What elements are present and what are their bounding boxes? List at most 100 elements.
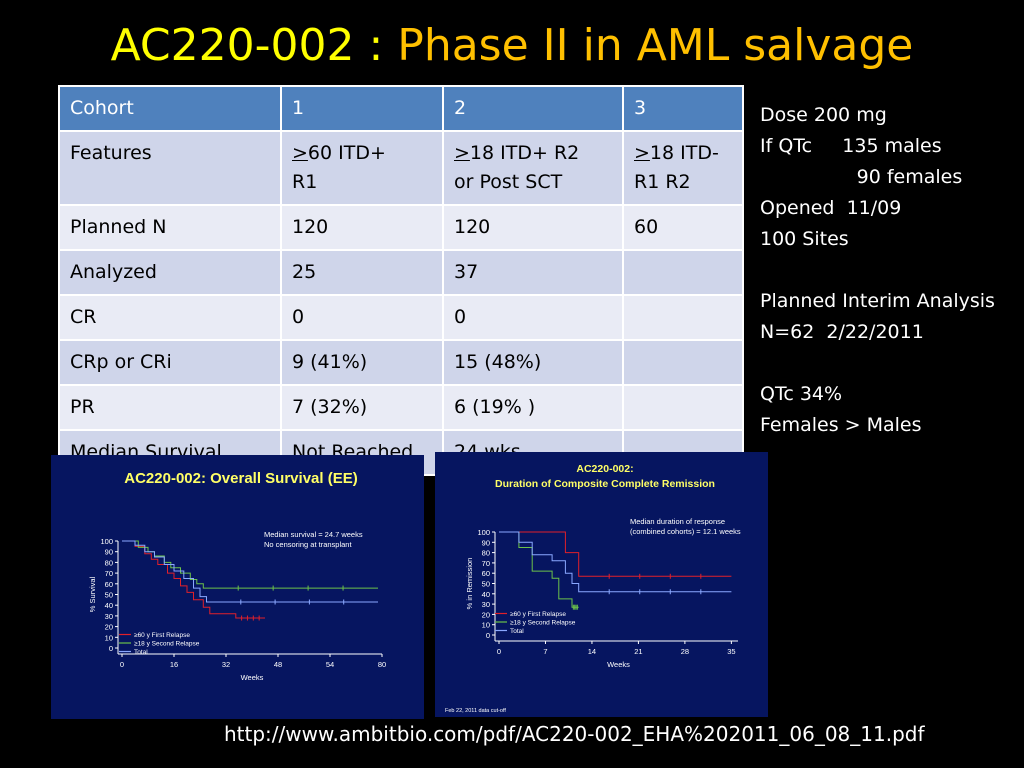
legend-label: ≥18 y Second Relapse bbox=[134, 641, 200, 648]
note-qtc-pct: QTc 34% bbox=[760, 383, 843, 405]
table-row: Analyzed 25 37 bbox=[58, 249, 744, 296]
legend-label: ≥60 y First Relapse bbox=[134, 632, 190, 639]
table-row: PR 7 (32%) 6 (19% ) bbox=[58, 384, 744, 431]
row-label: CRp or CRi bbox=[58, 339, 282, 386]
cell-text: R1 bbox=[292, 171, 318, 193]
chart-annotation: Median duration of response bbox=[630, 517, 725, 526]
table-cell: 15 (48%) bbox=[442, 339, 624, 386]
legend-label: ≥60 y First Relapse bbox=[510, 611, 566, 618]
x-tick-label: 35 bbox=[727, 647, 735, 656]
table-cell: 0 bbox=[280, 294, 444, 341]
x-axis-label: Weeks bbox=[607, 660, 630, 669]
note-females-males: Females > Males bbox=[760, 414, 922, 436]
y-tick-label: 80 bbox=[482, 549, 490, 558]
y-tick-label: 100 bbox=[477, 528, 490, 537]
y-tick-label: 50 bbox=[482, 580, 490, 589]
table-header-cell: 1 bbox=[280, 85, 444, 132]
x-tick-label: 14 bbox=[588, 647, 596, 656]
overall-survival-plot: AC220-002: Overall Survival (EE) Median s… bbox=[88, 470, 386, 682]
y-tick-label: 0 bbox=[486, 631, 490, 640]
remission-duration-chart: AC220-002: Duration of Composite Complete… bbox=[435, 452, 768, 717]
y-tick-label: 10 bbox=[482, 621, 490, 630]
note-qtc-males: If QTc 135 males bbox=[760, 135, 942, 157]
y-tick-label: 80 bbox=[105, 558, 113, 567]
x-tick-label: 21 bbox=[634, 647, 642, 656]
series-line bbox=[499, 531, 732, 577]
x-tick-label: 54 bbox=[326, 660, 334, 669]
y-tick-label: 30 bbox=[105, 612, 113, 621]
table-cell: 60 bbox=[622, 204, 744, 251]
y-tick-label: 20 bbox=[105, 623, 113, 632]
series-line bbox=[122, 540, 265, 619]
cell-text: 18 ITD- bbox=[649, 142, 719, 164]
table-cell: >60 ITD+ R1 bbox=[280, 130, 444, 206]
row-label: Planned N bbox=[58, 204, 282, 251]
y-tick-label: 40 bbox=[482, 590, 490, 599]
row-label: PR bbox=[58, 384, 282, 431]
row-label: Features bbox=[58, 130, 282, 206]
y-tick-label: 90 bbox=[105, 548, 113, 557]
table-cell: 9 (41%) bbox=[280, 339, 444, 386]
chart-title: AC220-002: bbox=[576, 463, 633, 475]
y-tick-label: 20 bbox=[482, 610, 490, 619]
x-tick-label: 48 bbox=[274, 660, 282, 669]
x-axis-label: Weeks bbox=[241, 673, 264, 682]
table-cell: 120 bbox=[442, 204, 624, 251]
x-tick-label: 28 bbox=[681, 647, 689, 656]
table-row: Features >60 ITD+ R1 >18 ITD+ R2 or Post S… bbox=[58, 130, 744, 206]
legend-label: ≥18 y Second Relapse bbox=[510, 620, 576, 627]
table-cell: 37 bbox=[442, 249, 624, 296]
row-label: Analyzed bbox=[58, 249, 282, 296]
legend-label: Total bbox=[134, 649, 148, 656]
cohort-table: Cohort 1 2 3 Features >60 ITD+ R1 >18 ITD… bbox=[58, 85, 744, 476]
geq-mark: > bbox=[292, 142, 308, 164]
table-cell bbox=[622, 294, 744, 341]
y-tick-label: 100 bbox=[100, 537, 113, 546]
chart-annotation: Median survival = 24.7 weeks bbox=[264, 530, 363, 539]
table-cell: >18 ITD- R1 R2 bbox=[622, 130, 744, 206]
title-trial-id: AC220-002 bbox=[110, 20, 355, 71]
y-tick-label: 30 bbox=[482, 600, 490, 609]
cell-text: R1 R2 bbox=[634, 171, 691, 193]
source-url: http://www.ambitbio.com/pdf/AC220-002_EH… bbox=[224, 722, 925, 746]
y-axis-label: % Survival bbox=[88, 576, 97, 612]
chart-title: AC220-002: Overall Survival (EE) bbox=[124, 470, 357, 487]
series-line bbox=[122, 540, 378, 603]
title-separator: : bbox=[354, 20, 398, 71]
table-header-cell: 3 bbox=[622, 85, 744, 132]
table-row: CRp or CRi 9 (41%) 15 (48%) bbox=[58, 339, 744, 386]
overall-survival-chart: AC220-002: Overall Survival (EE) Median s… bbox=[51, 455, 424, 719]
x-tick-label: 16 bbox=[170, 660, 178, 669]
x-tick-label: 32 bbox=[222, 660, 230, 669]
title-phase: Phase II in AML salvage bbox=[397, 20, 914, 71]
legend-label: Total bbox=[510, 628, 524, 635]
geq-mark: > bbox=[634, 142, 650, 164]
x-tick-label: 80 bbox=[378, 660, 386, 669]
series-line bbox=[122, 540, 378, 589]
spacer bbox=[760, 348, 995, 379]
note-dose: Dose 200 mg bbox=[760, 104, 887, 126]
table-row: CR 0 0 bbox=[58, 294, 744, 341]
y-tick-label: 60 bbox=[105, 580, 113, 589]
cell-text: or Post SCT bbox=[454, 171, 563, 193]
x-tick-label: 7 bbox=[543, 647, 547, 656]
table-cell bbox=[622, 339, 744, 386]
geq-mark: > bbox=[454, 142, 470, 164]
chart-footnote: Feb 22, 2011 data cut-off bbox=[445, 708, 506, 714]
y-tick-label: 0 bbox=[109, 644, 113, 653]
spacer bbox=[760, 255, 995, 286]
chart-subtitle: Duration of Composite Complete Remission bbox=[495, 478, 715, 490]
table-cell: 25 bbox=[280, 249, 444, 296]
table-cell: 120 bbox=[280, 204, 444, 251]
remission-duration-plot: AC220-002: Duration of Composite Complete… bbox=[445, 463, 741, 714]
table-row: Planned N 120 120 60 bbox=[58, 204, 744, 251]
note-qtc-females: 90 females bbox=[760, 166, 963, 188]
x-tick-label: 0 bbox=[120, 660, 124, 669]
cell-text: 60 ITD+ bbox=[307, 142, 386, 164]
table-header-row: Cohort 1 2 3 bbox=[58, 85, 744, 132]
table-cell: 6 (19% ) bbox=[442, 384, 624, 431]
row-label: CR bbox=[58, 294, 282, 341]
y-tick-label: 40 bbox=[105, 601, 113, 610]
y-axis-label: % in Remission bbox=[465, 558, 474, 610]
x-tick-label: 0 bbox=[497, 647, 501, 656]
